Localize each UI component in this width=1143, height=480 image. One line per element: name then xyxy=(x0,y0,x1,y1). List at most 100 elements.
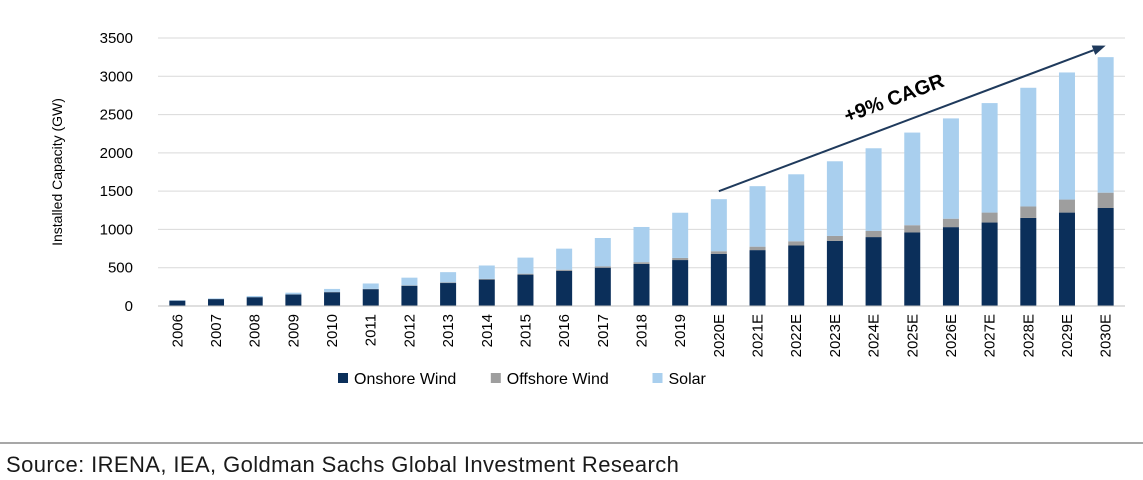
bar-solar-2020e xyxy=(710,199,727,252)
legend-label: Solar xyxy=(669,371,707,388)
bar-solar-2023e xyxy=(826,161,843,236)
bar-onshore-wind-2010 xyxy=(324,292,341,306)
bar-offshore-wind-2023e xyxy=(826,235,843,241)
legend: Onshore Wind Offshore Wind Solar xyxy=(338,371,707,388)
bar-solar-2025e xyxy=(904,132,921,226)
bar-onshore-wind-2017 xyxy=(594,267,611,306)
bar-solar-2019 xyxy=(672,212,689,258)
x-tick-label: 2026E xyxy=(943,314,960,357)
y-tick-label: 1500 xyxy=(100,183,133,200)
bar-offshore-wind-2021e xyxy=(749,246,766,251)
x-tick-label: 2009 xyxy=(285,314,302,347)
bar-solar-2016 xyxy=(556,248,573,270)
bar-offshore-wind-2015 xyxy=(517,273,534,275)
bar-offshore-wind-2022e xyxy=(788,241,805,246)
bar-offshore-wind-2025e xyxy=(904,225,921,233)
bar-solar-2030e xyxy=(1097,57,1114,193)
x-tick-label: 2006 xyxy=(169,314,186,347)
y-tick-label: 3500 xyxy=(100,30,133,47)
x-tick-label: 2010 xyxy=(324,314,341,347)
bar-onshore-wind-2008 xyxy=(246,297,263,306)
legend-swatch xyxy=(338,373,348,383)
y-tick-label: 0 xyxy=(125,298,133,315)
bar-solar-2027e xyxy=(981,103,998,213)
bar-onshore-wind-2012 xyxy=(401,285,418,306)
legend-label: Onshore Wind xyxy=(354,371,456,388)
cagr-arrow-line xyxy=(718,49,1094,193)
x-tick-label: 2019 xyxy=(672,314,689,347)
bar-offshore-wind-2027e xyxy=(981,212,998,223)
bar-solar-2009 xyxy=(285,292,302,295)
x-tick-label: 2024E xyxy=(866,314,883,357)
bar-solar-2010 xyxy=(324,288,341,292)
bar-onshore-wind-2019 xyxy=(672,260,689,306)
bar-onshore-wind-2027e xyxy=(981,222,998,306)
bar-offshore-wind-2024e xyxy=(865,230,882,238)
x-tick-label: 2012 xyxy=(401,314,418,347)
bar-onshore-wind-2007 xyxy=(208,299,225,306)
bar-solar-2008 xyxy=(246,296,263,298)
x-tick-label: 2007 xyxy=(208,314,225,347)
bars xyxy=(169,57,1114,306)
x-axis-ticks: 2006 2007 2008 2009 2010 2011 2012 2013 2014 2015… xyxy=(169,314,1114,357)
bar-solar-2024e xyxy=(865,148,882,231)
x-tick-label: 2014 xyxy=(479,314,496,347)
y-axis-ticks: 0 500 1000 1500 2000 2500 3000 3500 xyxy=(100,30,133,315)
x-tick-label: 2022E xyxy=(788,314,805,357)
x-tick-label: 2020E xyxy=(711,314,728,357)
bar-solar-2026e xyxy=(942,118,959,219)
x-tick-label: 2011 xyxy=(363,314,380,346)
bar-offshore-wind-2028e xyxy=(1020,206,1037,218)
bar-solar-2018 xyxy=(633,226,650,263)
bar-onshore-wind-2016 xyxy=(556,270,573,306)
bar-onshore-wind-2025e xyxy=(904,232,921,306)
bar-solar-2011 xyxy=(362,283,379,289)
x-tick-label: 2027E xyxy=(982,314,999,357)
bar-onshore-wind-2030e xyxy=(1097,207,1114,306)
bar-onshore-wind-2021e xyxy=(749,250,766,306)
legend-swatch xyxy=(652,373,663,383)
bar-solar-2021e xyxy=(749,186,766,247)
bar-offshore-wind-2030e xyxy=(1097,192,1114,208)
bar-onshore-wind-2026e xyxy=(942,227,959,306)
cagr-arrow-head xyxy=(1091,45,1106,55)
bar-onshore-wind-2011 xyxy=(362,289,379,306)
bar-offshore-wind-2016 xyxy=(556,269,573,271)
bar-solar-2029e xyxy=(1058,72,1075,200)
bar-solar-2017 xyxy=(594,238,611,267)
x-tick-label: 2023E xyxy=(827,314,844,357)
y-tick-label: 500 xyxy=(108,260,133,277)
source-note: Source: IRENA, IEA, Goldman Sachs Global… xyxy=(6,452,680,477)
bar-onshore-wind-2009 xyxy=(285,294,302,306)
x-tick-label: 2029E xyxy=(1059,314,1076,357)
x-tick-label: 2017 xyxy=(595,314,612,347)
bar-onshore-wind-2022e xyxy=(788,245,805,306)
x-tick-label: 2018 xyxy=(634,314,651,347)
bar-solar-2014 xyxy=(478,265,495,279)
bar-solar-2007 xyxy=(208,298,225,300)
bar-solar-2015 xyxy=(517,257,534,274)
x-tick-label: 2016 xyxy=(556,314,573,347)
cagr-annotation: +9% CAGR xyxy=(841,70,948,128)
bar-offshore-wind-2029e xyxy=(1058,199,1075,213)
bar-offshore-wind-2026e xyxy=(942,218,959,228)
bar-offshore-wind-2019 xyxy=(672,257,689,261)
bar-onshore-wind-2024e xyxy=(865,237,882,306)
bar-solar-2013 xyxy=(440,272,457,283)
bar-onshore-wind-2013 xyxy=(440,283,457,306)
x-tick-label: 2030E xyxy=(1098,314,1115,357)
bar-offshore-wind-2020e xyxy=(710,251,727,254)
x-tick-label: 2015 xyxy=(517,314,534,347)
legend-swatch xyxy=(490,373,501,383)
bar-solar-2022e xyxy=(788,174,805,242)
x-tick-label: 2021E xyxy=(750,314,767,357)
bar-onshore-wind-2020e xyxy=(710,253,727,306)
bar-offshore-wind-2018 xyxy=(633,262,650,264)
y-tick-label: 1000 xyxy=(100,221,133,238)
legend-label: Offshore Wind xyxy=(507,371,609,388)
y-tick-label: 3000 xyxy=(100,68,133,85)
bar-solar-2028e xyxy=(1020,87,1037,207)
bar-onshore-wind-2029e xyxy=(1058,212,1075,306)
bar-onshore-wind-2006 xyxy=(169,300,186,306)
x-tick-label: 2025E xyxy=(904,314,921,357)
